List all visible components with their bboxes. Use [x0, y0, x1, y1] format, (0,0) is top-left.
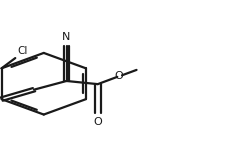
- Text: O: O: [115, 71, 124, 81]
- Text: N: N: [62, 32, 71, 42]
- Text: Cl: Cl: [18, 46, 28, 57]
- Text: O: O: [94, 117, 102, 127]
